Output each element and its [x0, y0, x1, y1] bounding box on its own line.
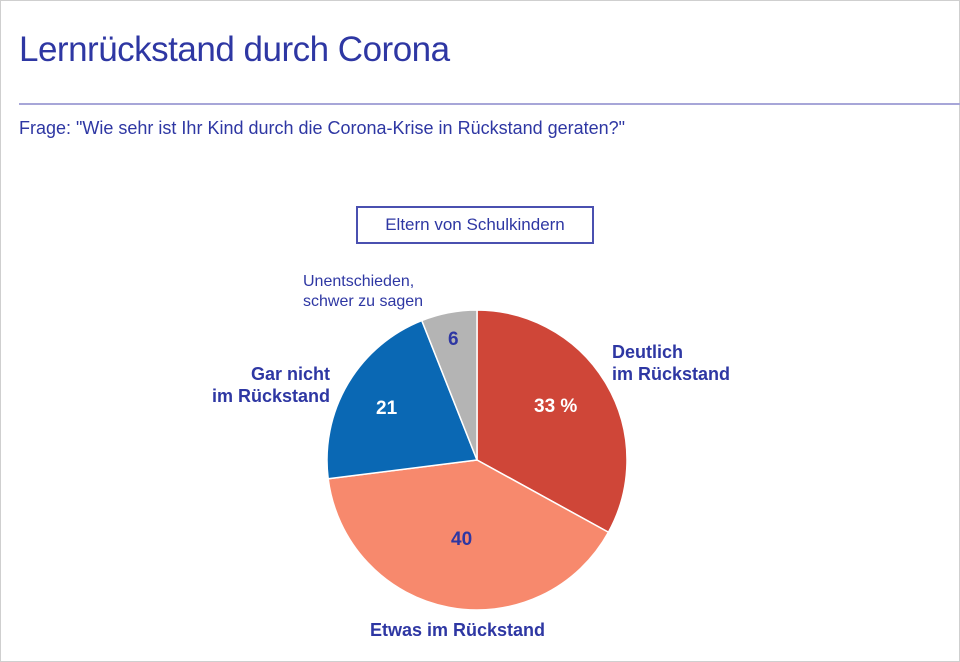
label-line: im Rückstand: [612, 364, 731, 384]
value-gar-nicht: 21: [376, 398, 398, 419]
pie-slice-etwas: [327, 459, 610, 611]
group-label: Eltern von Schulkindern: [356, 206, 594, 244]
pie-slice-deutlich: [476, 309, 628, 534]
label-unentschieden: Unentschieden, schwer zu sagen: [303, 272, 423, 312]
page-title: Lernrückstand durch Corona: [19, 30, 450, 69]
label-line: schwer zu sagen: [303, 293, 424, 310]
pie-slice-unentschieden: [420, 309, 478, 461]
divider: [19, 103, 960, 105]
value-deutlich: 33 %: [534, 396, 578, 417]
label-line: im Rückstand: [211, 386, 330, 406]
label-line: Unentschieden,: [303, 273, 415, 290]
value-unentschieden: 6: [448, 329, 459, 350]
label-etwas: Etwas im Rückstand: [370, 620, 546, 640]
label-line: Deutlich: [612, 342, 684, 362]
value-etwas: 40: [451, 529, 473, 550]
question-text: Frage: "Wie sehr ist Ihr Kind durch die …: [19, 118, 626, 138]
label-deutlich: Deutlich im Rückstand: [612, 341, 730, 385]
pie-chart: [326, 309, 628, 611]
label-gar-nicht: Gar nicht im Rückstand: [200, 363, 330, 407]
label-line: Gar nicht: [250, 364, 330, 384]
pie-slice-gar-nicht: [326, 319, 479, 480]
